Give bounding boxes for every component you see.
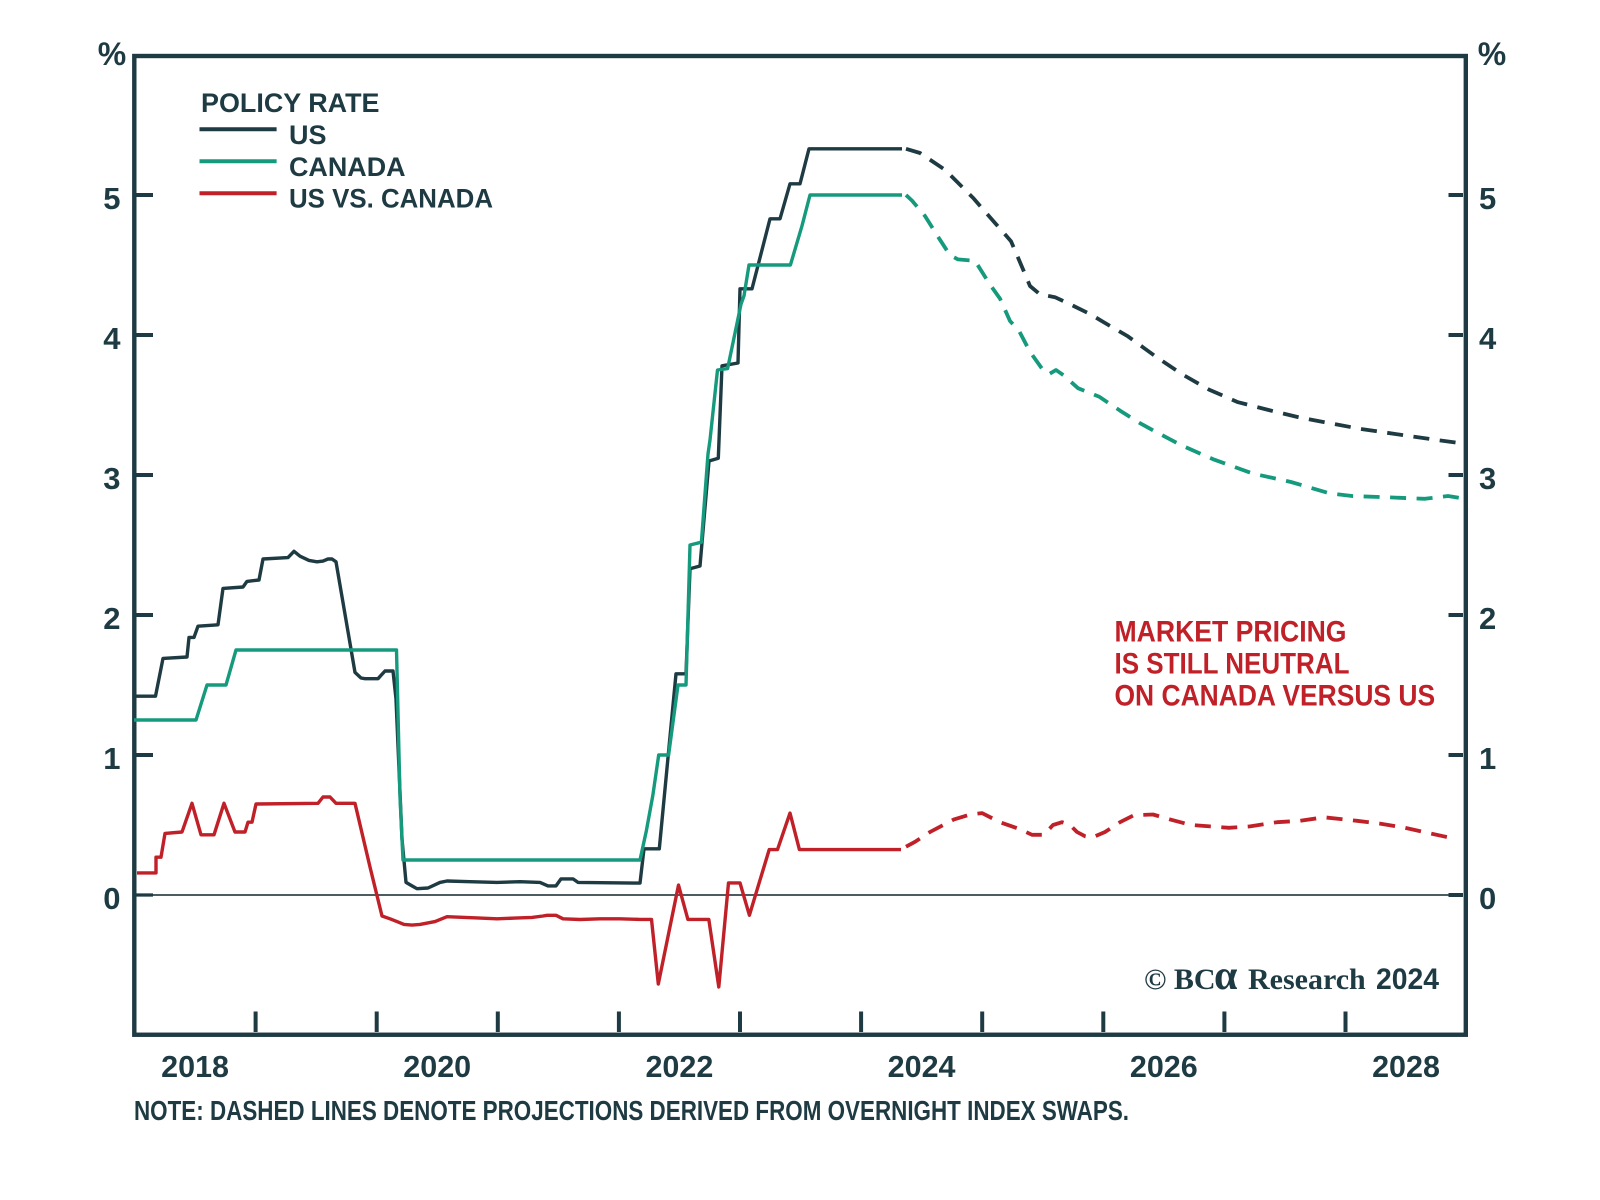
svg-text:ON CANADA VERSUS US: ON CANADA VERSUS US — [1115, 680, 1436, 713]
svg-text:3: 3 — [103, 461, 120, 496]
svg-text:CANADA: CANADA — [289, 152, 406, 182]
svg-text:IS STILL NEUTRAL: IS STILL NEUTRAL — [1115, 648, 1350, 681]
svg-text:2024: 2024 — [888, 1050, 956, 1084]
svg-text:%: % — [98, 36, 126, 72]
svg-text:2022: 2022 — [645, 1050, 713, 1084]
svg-text:MARKET PRICING: MARKET PRICING — [1115, 616, 1347, 649]
svg-text:2024: 2024 — [1376, 963, 1440, 996]
svg-text:1: 1 — [103, 741, 120, 776]
svg-text:© BC: © BC — [1144, 963, 1216, 996]
svg-text:1: 1 — [1479, 741, 1496, 776]
svg-text:3: 3 — [1479, 461, 1496, 496]
svg-text:2020: 2020 — [403, 1050, 471, 1084]
svg-text:5: 5 — [103, 181, 120, 216]
svg-text:NOTE: DASHED LINES DENOTE PROJ: NOTE: DASHED LINES DENOTE PROJECTIONS DE… — [134, 1095, 1129, 1126]
svg-text:US: US — [289, 120, 327, 150]
svg-text:α: α — [1214, 953, 1238, 999]
svg-text:4: 4 — [103, 321, 121, 356]
svg-text:2026: 2026 — [1130, 1050, 1198, 1084]
svg-text:2: 2 — [1479, 601, 1496, 636]
svg-text:0: 0 — [103, 881, 120, 916]
svg-text:5: 5 — [1479, 181, 1496, 216]
svg-text:%: % — [1478, 36, 1506, 72]
svg-text:2018: 2018 — [161, 1050, 229, 1084]
svg-text:US VS. CANADA: US VS. CANADA — [289, 184, 493, 214]
svg-text:POLICY RATE: POLICY RATE — [201, 88, 380, 118]
svg-text:0: 0 — [1479, 881, 1496, 916]
svg-text:Research: Research — [1248, 963, 1366, 996]
svg-text:2: 2 — [103, 601, 120, 636]
svg-text:2028: 2028 — [1372, 1050, 1440, 1084]
svg-text:4: 4 — [1479, 321, 1497, 356]
